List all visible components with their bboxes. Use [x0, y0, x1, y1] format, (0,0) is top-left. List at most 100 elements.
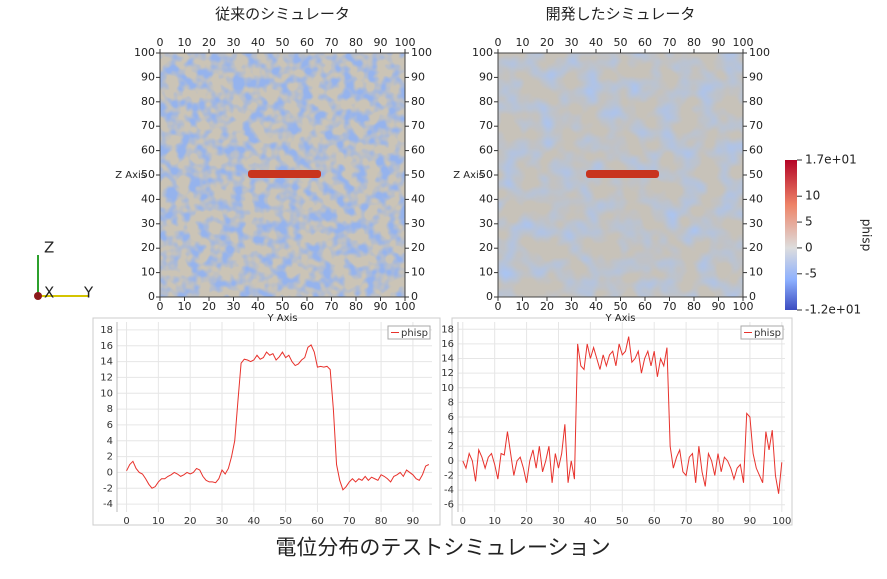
- colorbar-tick-label: 10: [805, 189, 820, 203]
- y-tick-label: 20: [411, 241, 425, 254]
- x-tick-label: 70: [325, 300, 339, 313]
- y-tick-label: 90: [141, 70, 155, 83]
- x-tick-label: 40: [584, 516, 597, 527]
- x-tick-label: 20: [540, 300, 554, 313]
- x-tick-label: 80: [687, 36, 701, 49]
- x-tick-label: 0: [123, 516, 129, 527]
- y-tick-label: 2: [448, 441, 454, 452]
- x-tick-label: 50: [616, 516, 629, 527]
- y-tick-label: 0: [749, 290, 756, 303]
- y-tick-label: -4: [444, 485, 454, 496]
- x-tick-label: 50: [614, 36, 628, 49]
- y-tick-label: 90: [411, 70, 425, 83]
- y-tick-label: 4: [448, 427, 454, 438]
- x-tick-label: 30: [216, 516, 229, 527]
- x-tick-label: 0: [495, 36, 502, 49]
- x-tick-label: 10: [178, 36, 192, 49]
- x-tick-label: 50: [614, 300, 628, 313]
- y-tick-label: 50: [749, 168, 763, 181]
- x-tick-label: 100: [733, 36, 754, 49]
- x-tick-label: 70: [680, 516, 693, 527]
- y-tick-label: 8: [448, 397, 454, 408]
- x-tick-label: 30: [565, 36, 579, 49]
- y-tick-label: 0: [448, 456, 454, 467]
- x-tick-label: 10: [516, 36, 530, 49]
- y-tick-label: 50: [411, 168, 425, 181]
- y-tick-label: 10: [100, 388, 113, 399]
- y-tick-label: 50: [141, 168, 155, 181]
- x-tick-label: 30: [227, 36, 241, 49]
- y-tick-label: 60: [479, 144, 493, 157]
- x-tick-label: 30: [565, 300, 579, 313]
- y-tick-label: 80: [141, 95, 155, 108]
- y-tick-label: 50: [479, 168, 493, 181]
- triad-label: X: [44, 284, 54, 302]
- y-tick-label: 80: [749, 95, 763, 108]
- chart-title: 開発したシミュレータ: [546, 5, 696, 23]
- colorbar-tick-label: -5: [805, 266, 817, 280]
- x-tick-label: 50: [276, 36, 290, 49]
- y-tick-label: 70: [411, 119, 425, 132]
- y-tick-label: -2: [444, 470, 454, 481]
- x-tick-label: 0: [460, 516, 466, 527]
- x-axis-label: Y Axis: [266, 313, 297, 324]
- y-tick-label: 40: [749, 192, 763, 205]
- x-tick-label: 70: [343, 516, 356, 527]
- x-tick-label: 20: [202, 36, 216, 49]
- x-tick-label: 0: [495, 300, 502, 313]
- y-tick-label: 30: [141, 217, 155, 230]
- x-tick-label: 40: [251, 300, 265, 313]
- x-tick-label: 60: [311, 516, 324, 527]
- x-tick-label: 20: [520, 516, 533, 527]
- x-tick-label: 20: [184, 516, 197, 527]
- y-tick-label: 2: [107, 452, 113, 463]
- x-tick-label: 80: [712, 516, 725, 527]
- y-tick-label: 10: [441, 383, 454, 394]
- y-axis-label: Z Axis: [115, 170, 146, 181]
- triad-x: [34, 292, 42, 300]
- y-tick-label: 30: [749, 217, 763, 230]
- y-tick-label: 30: [411, 217, 425, 230]
- colorbar: [785, 160, 797, 310]
- colorbar-tick-label: 5: [805, 215, 813, 229]
- legend-box: [740, 325, 784, 340]
- y-tick-label: 90: [749, 70, 763, 83]
- x-tick-label: 20: [540, 36, 554, 49]
- y-tick-label: 80: [411, 95, 425, 108]
- x-tick-label: 30: [227, 300, 241, 313]
- y-tick-label: 60: [749, 144, 763, 157]
- y-tick-label: 14: [100, 357, 113, 368]
- x-tick-label: 10: [488, 516, 501, 527]
- x-tick-label: 80: [349, 36, 363, 49]
- y-tick-label: -4: [103, 499, 113, 510]
- y-tick-label: 70: [479, 119, 493, 132]
- y-tick-label: 10: [411, 266, 425, 279]
- x-tick-label: 20: [202, 300, 216, 313]
- x-tick-label: 0: [157, 300, 164, 313]
- x-tick-label: 30: [552, 516, 565, 527]
- x-tick-label: 70: [325, 36, 339, 49]
- y-tick-label: 0: [411, 290, 418, 303]
- x-tick-label: 40: [247, 516, 260, 527]
- legend-box: [387, 325, 431, 340]
- x-tick-label: 100: [395, 300, 416, 313]
- y-tick-label: 10: [749, 266, 763, 279]
- x-tick-label: 60: [648, 516, 661, 527]
- y-axis-label: Z Axis: [453, 170, 484, 181]
- x-tick-label: 60: [638, 36, 652, 49]
- y-tick-label: 4: [107, 436, 113, 447]
- colorbar-tick-label: -1.2e+01: [805, 303, 861, 317]
- y-tick-label: 60: [141, 144, 155, 157]
- x-tick-label: 100: [395, 36, 416, 49]
- data-line: [462, 336, 783, 494]
- y-tick-label: 80: [479, 95, 493, 108]
- y-tick-label: 8: [107, 404, 113, 415]
- y-tick-label: 100: [411, 46, 432, 59]
- y-tick-label: 0: [148, 290, 155, 303]
- x-tick-label: 80: [687, 300, 701, 313]
- y-tick-label: 70: [141, 119, 155, 132]
- y-tick-label: 100: [472, 46, 493, 59]
- data-line: [126, 344, 430, 491]
- x-axis-label: Y Axis: [604, 313, 635, 324]
